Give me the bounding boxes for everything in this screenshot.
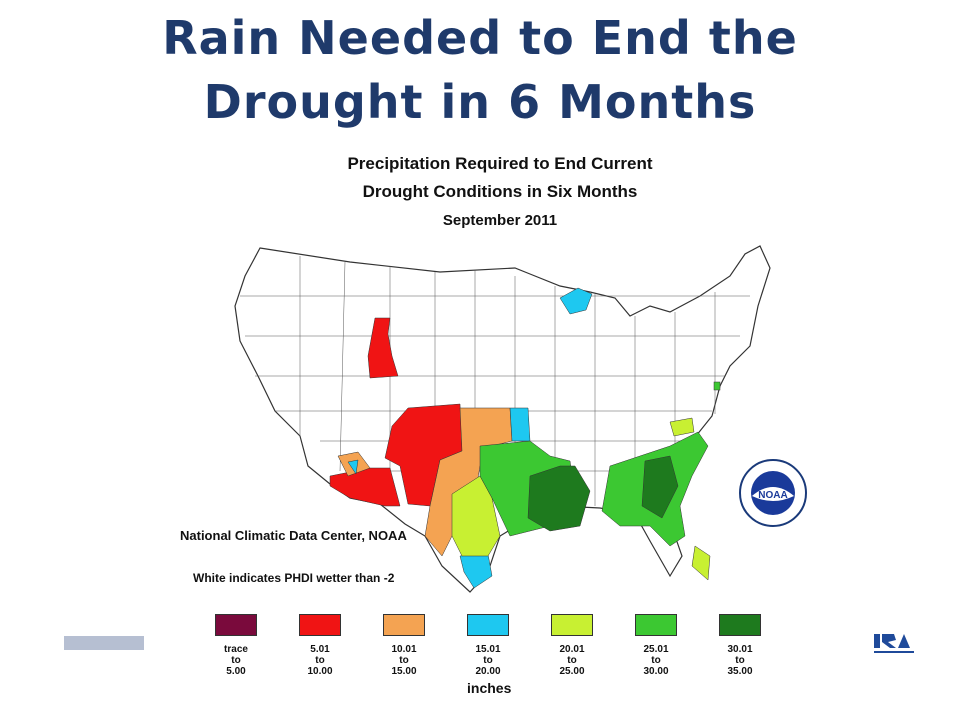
legend-swatch xyxy=(467,614,509,636)
legend-label-line1: 5.01 xyxy=(310,644,330,655)
legend-label-line2: to xyxy=(567,655,577,666)
region-green-nj xyxy=(713,381,721,391)
region-darkgreen-ga xyxy=(641,455,679,519)
legend-label-line1: 30.01 xyxy=(727,644,753,655)
legend-label-line1: 25.01 xyxy=(643,644,669,655)
legend-label-line3: 30.00 xyxy=(643,666,669,677)
legend-label: 15.01 to 20.00 xyxy=(453,644,523,677)
legend-label-line2: to xyxy=(315,655,325,666)
map-header: Precipitation Required to End Current Dr… xyxy=(300,150,700,229)
region-cyan-michigan xyxy=(559,287,593,315)
slide-title: Rain Needed to End the Drought in 6 Mont… xyxy=(0,6,960,134)
us-drought-map xyxy=(234,245,771,593)
legend-label-line1: trace xyxy=(224,644,248,655)
map-note: White indicates PHDI wetter than -2 xyxy=(193,571,395,585)
drought-regions xyxy=(329,287,721,589)
legend-label-line3: 25.00 xyxy=(559,666,585,677)
decorative-bar xyxy=(64,636,144,650)
legend-label-line3: 15.00 xyxy=(391,666,417,677)
map-credit: National Climatic Data Center, NOAA xyxy=(180,528,407,543)
legend-label: 25.01 to 30.00 xyxy=(621,644,691,677)
legend-label: 30.01 to 35.00 xyxy=(705,644,775,677)
legend-swatch xyxy=(719,614,761,636)
region-red-wy-ut xyxy=(367,317,399,379)
legend-swatch xyxy=(215,614,257,636)
brand-logo xyxy=(872,632,916,653)
legend-label-line3: 5.00 xyxy=(226,666,246,677)
region-red-az xyxy=(329,467,401,507)
noaa-seal: NOAA xyxy=(739,459,807,527)
legend-label-line3: 10.00 xyxy=(307,666,333,677)
region-darkgreen-gulf xyxy=(527,465,591,532)
legend-label-line2: to xyxy=(735,655,745,666)
legend-units: inches xyxy=(467,680,512,696)
legend-swatch xyxy=(551,614,593,636)
map-legend: inches trace to 5.00 5.01 to 10.00 10.01 to 15.0… xyxy=(215,614,795,696)
map-title-line2: Drought Conditions in Six Months xyxy=(362,182,638,201)
region-yellowgreen-fl xyxy=(691,545,711,581)
legend-label-line3: 35.00 xyxy=(727,666,753,677)
region-cyan-ok xyxy=(509,407,531,442)
region-yellowgreen-va xyxy=(669,417,695,437)
region-cyan-az xyxy=(347,459,359,475)
legend-label-line3: 20.00 xyxy=(475,666,501,677)
legend-label-line1: 15.01 xyxy=(475,644,501,655)
legend-label: 5.01 to 10.00 xyxy=(285,644,355,677)
legend-label: 10.01 to 15.00 xyxy=(369,644,439,677)
slide-title-line2: Drought in 6 Months xyxy=(203,75,757,129)
legend-swatch xyxy=(299,614,341,636)
map-title-line1: Precipitation Required to End Current xyxy=(347,154,653,173)
slide-title-line1: Rain Needed to End the xyxy=(162,11,798,65)
noaa-seal-text: NOAA xyxy=(758,490,787,501)
legend-swatch xyxy=(635,614,677,636)
legend-label-line2: to xyxy=(483,655,493,666)
legend-label-line2: to xyxy=(651,655,661,666)
map-date: September 2011 xyxy=(442,212,558,229)
legend-label: trace to 5.00 xyxy=(201,644,271,677)
legend-swatch xyxy=(383,614,425,636)
legend-label-line2: to xyxy=(399,655,409,666)
legend-label-line1: 10.01 xyxy=(391,644,417,655)
legend-label-line2: to xyxy=(231,655,241,666)
legend-label: 20.01 to 25.00 xyxy=(537,644,607,677)
legend-label-line1: 20.01 xyxy=(559,644,585,655)
